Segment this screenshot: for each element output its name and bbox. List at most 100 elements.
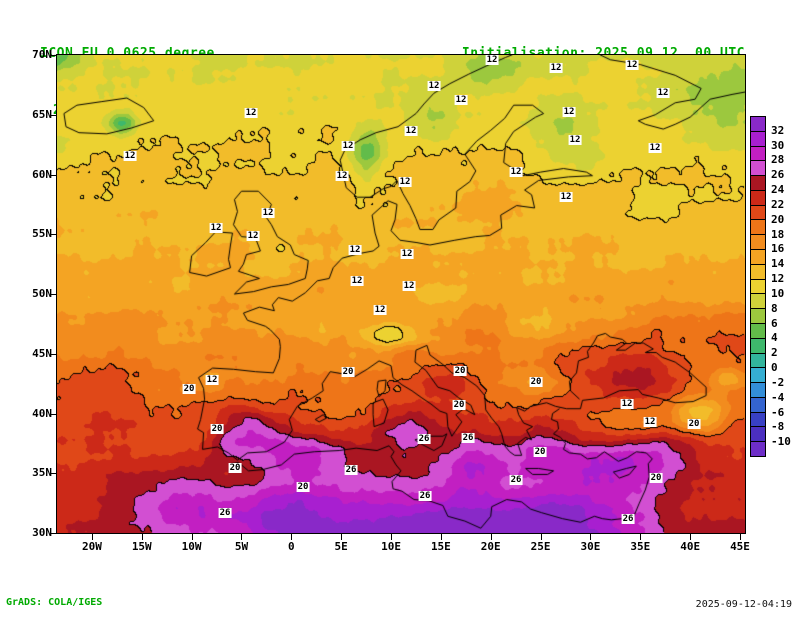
lat-tick <box>51 294 57 295</box>
colorbar-tick-label: 16 <box>771 242 785 256</box>
lon-tick-label: 10W <box>181 540 202 553</box>
colorbar-segment <box>751 427 765 443</box>
lon-tick-label: 5W <box>234 540 249 553</box>
contour-label: 26 <box>509 475 523 485</box>
lat-tick-label: 45N <box>32 346 52 360</box>
colorbar-segment <box>751 412 765 428</box>
contour-label: 26 <box>418 491 432 501</box>
colorbar-segment <box>751 264 765 280</box>
colorbar-segment <box>751 353 765 369</box>
contour-label: 12 <box>373 305 387 315</box>
contour-label: 12 <box>402 281 416 291</box>
colorbar-tick-label: -4 <box>771 390 785 404</box>
colorbar-segment <box>751 323 765 339</box>
colorbar-tick-label: 30 <box>771 138 785 152</box>
contour-label: 20 <box>533 447 547 457</box>
contour-label: 12 <box>559 192 573 202</box>
contour-label: 20 <box>296 482 310 492</box>
contour-label: 12 <box>246 231 260 241</box>
lat-tick-label: 60N <box>32 167 52 181</box>
contour-label: 12 <box>335 171 349 181</box>
colorbar-segment <box>751 220 765 236</box>
contour-label: 12 <box>404 126 418 136</box>
colorbar-segment <box>751 368 765 384</box>
colorbar-segment <box>751 442 765 456</box>
contour-label: 20 <box>687 419 701 429</box>
lat-tick-label: 55N <box>32 227 52 241</box>
colorbar-segment <box>751 309 765 324</box>
lon-tick-label: 45E <box>730 540 750 553</box>
lon-tick <box>740 534 741 540</box>
colorbar-segment <box>751 338 765 354</box>
lon-tick <box>241 534 243 540</box>
contour-label: 12 <box>400 249 414 259</box>
colorbar-tick-label: 22 <box>771 197 785 211</box>
contour-label: 12 <box>485 55 499 65</box>
colorbar-tick-label: 20 <box>771 212 785 226</box>
lat-tick <box>51 114 57 116</box>
colorbar-segment <box>751 146 765 162</box>
lon-tick-label: 10E <box>381 540 401 553</box>
contour-label: 20 <box>529 377 543 387</box>
colorbar-tick-label: -6 <box>771 405 785 419</box>
contour-label: 12 <box>625 60 639 70</box>
lon-tick-label: 35E <box>630 540 651 553</box>
colorbar-tick-label: -8 <box>771 420 785 434</box>
colorbar-tick-label: 2 <box>771 346 778 360</box>
contour-label: 12 <box>427 81 441 91</box>
lon-tick <box>141 534 143 540</box>
lat-tick-label: 50N <box>32 287 52 300</box>
temperature-field-canvas <box>57 55 745 533</box>
lon-tick <box>291 534 293 540</box>
lon-tick-label: 15W <box>131 540 152 553</box>
lat-tick-label: 30N <box>32 526 52 539</box>
contour-label: 12 <box>562 107 576 117</box>
colorbar-tick-label: 32 <box>771 123 785 137</box>
colorbar-tick-label: -2 <box>771 375 785 389</box>
lat-tick-label: 70N <box>32 48 52 61</box>
colorbar-segment <box>751 205 765 221</box>
contour-label: 20 <box>341 367 355 377</box>
colorbar-segment <box>751 294 765 310</box>
colorbar-segment <box>751 190 765 206</box>
lon-tick <box>91 534 93 540</box>
lon-tick-label: 0 <box>288 540 295 553</box>
colorbar-segment <box>751 117 765 132</box>
colorbar-segment <box>751 235 765 251</box>
contour-label: 26 <box>461 433 475 443</box>
contour-label: 12 <box>350 276 364 286</box>
lat-tick <box>51 353 57 355</box>
contour-label: 20 <box>452 400 466 410</box>
colorbar-tick-label: -10 <box>771 435 791 449</box>
lon-tick-label: 15E <box>430 540 451 553</box>
lon-tick <box>590 534 592 540</box>
lat-tick <box>51 55 57 56</box>
lon-tick <box>690 534 692 540</box>
contour-label: 20 <box>210 424 224 434</box>
colorbar-segment <box>751 383 765 398</box>
colorbar-segment <box>751 161 765 177</box>
contour-label: 12 <box>209 223 223 233</box>
contour-label: 12 <box>398 177 412 187</box>
lon-tick-label: 5E <box>334 540 348 553</box>
colorbar-tick-label: 18 <box>771 227 785 241</box>
contour-label: 26 <box>344 465 358 475</box>
contour-label: 12 <box>568 135 582 145</box>
map-plot-area: 12 12 12 12 12 12 12 12 12 12 12 12 12 12 12 12 12 12 12 12… <box>56 54 746 534</box>
contour-label: 12 <box>261 208 275 218</box>
lon-tick-label: 20W <box>81 540 102 553</box>
colorbar-segment <box>751 131 765 147</box>
contour-label: 20 <box>228 463 242 473</box>
lat-tick-label: 35N <box>32 466 52 480</box>
grads-credit: GrADS: COLA/IGES <box>6 597 103 608</box>
lat-tick-label: 65N <box>32 107 52 121</box>
colorbar-tick-label: 12 <box>771 272 785 286</box>
lon-tick <box>341 534 343 540</box>
contour-label: 12 <box>643 417 657 427</box>
contour-label: 26 <box>621 514 635 524</box>
contour-labels-layer: 12 12 12 12 12 12 12 12 12 12 12 12 12 12 12 12 12 12 12 12… <box>57 55 745 533</box>
lon-tick <box>640 534 642 540</box>
contour-label: 12 <box>509 167 523 177</box>
lon-tick <box>540 534 542 540</box>
